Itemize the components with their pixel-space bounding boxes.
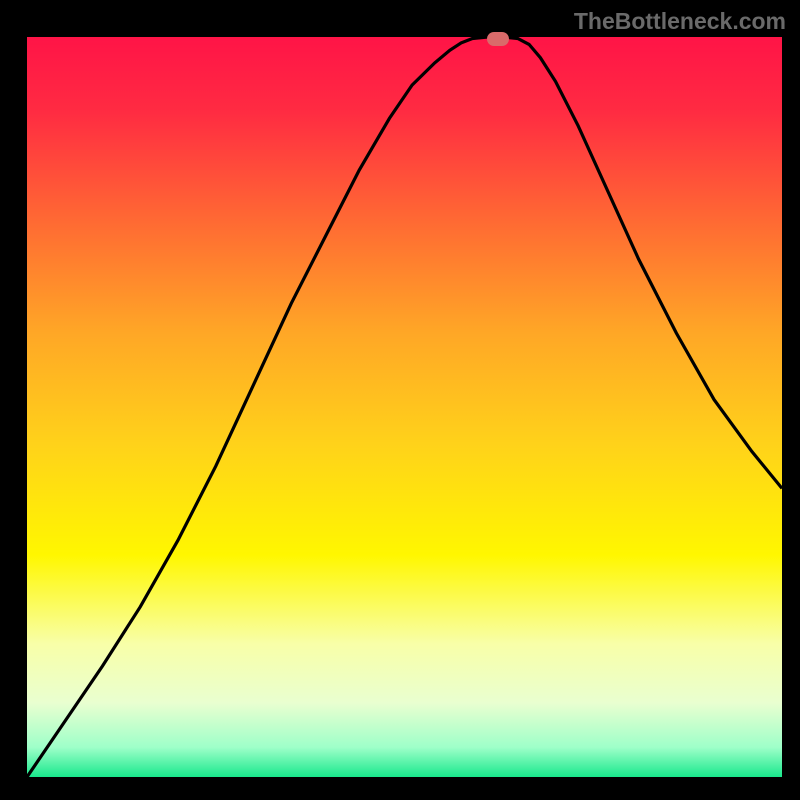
watermark-text: TheBottleneck.com xyxy=(574,8,786,35)
plot-area xyxy=(27,37,782,777)
curve-path xyxy=(27,37,782,777)
optimum-marker xyxy=(487,32,509,46)
bottleneck-curve xyxy=(27,37,782,777)
